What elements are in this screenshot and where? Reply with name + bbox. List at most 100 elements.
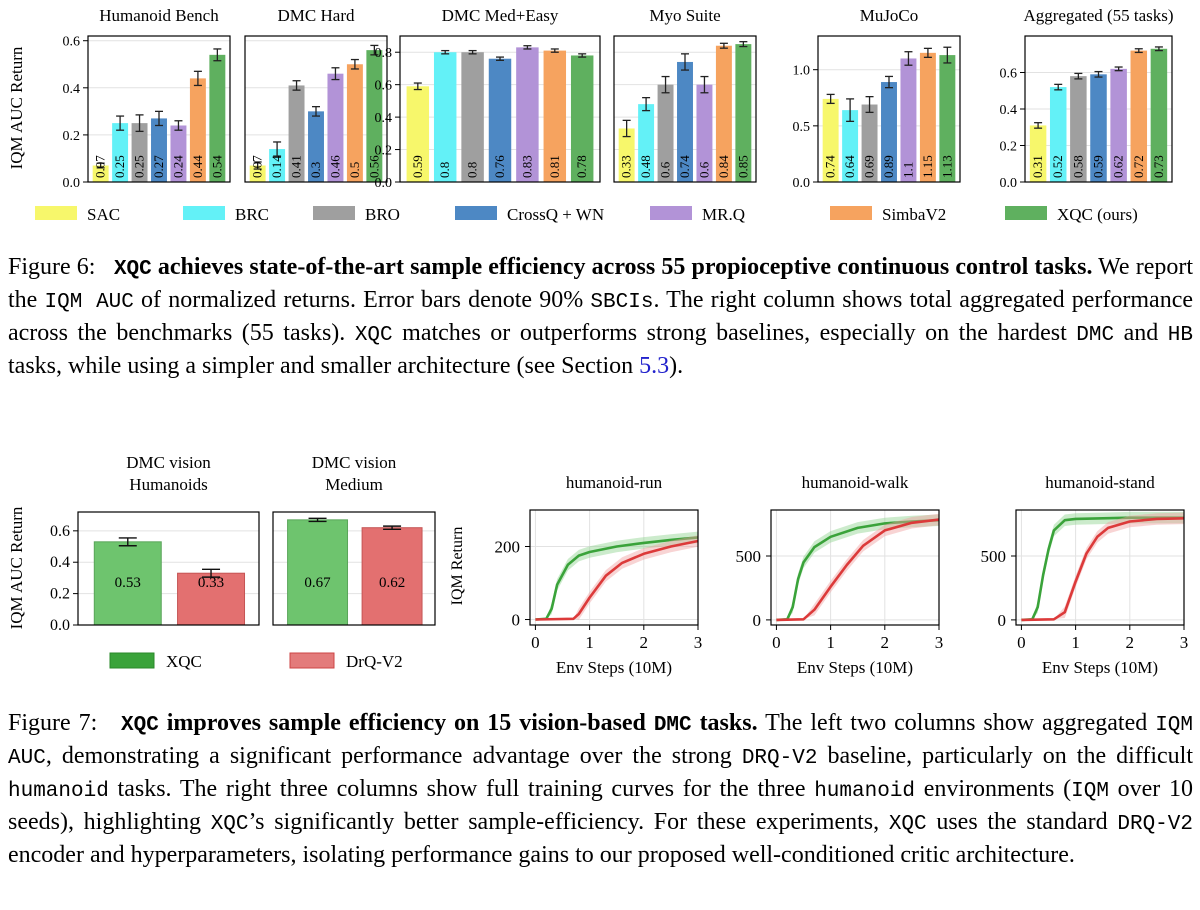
plot-frame [613,35,757,183]
legend-item-crossq-wn: CrossQ + WN [455,205,604,224]
legend-item-drq-v2: DrQ-V2 [289,652,403,671]
bar [1029,125,1047,182]
bar [346,64,363,182]
legend-swatch [35,206,77,220]
vision-bar-panel-2: DMC vision Medium 0.67 0.62 [272,453,436,626]
plot-frame [1024,35,1173,183]
bar [269,149,286,182]
section-link[interactable]: 5.3 [639,353,670,379]
panel-title: MuJoCo [860,6,919,25]
series-line-DrQ-V2 [776,518,940,622]
caption-text: We report the [8,254,1194,313]
bar-value-label: 0.24 [170,155,185,178]
legend-swatch [455,206,497,220]
y-tick-label: 0.4 [63,82,81,97]
bar-value-label: 0.33 [619,155,634,178]
bar [900,58,917,182]
bar [919,52,936,182]
legend-label: BRC [235,205,269,224]
bar-value-label: 0.5 [347,162,362,178]
x-tick-label: 2 [1126,633,1135,652]
caption-text: environments ( [915,776,1072,802]
series-band-DrQ-V2 [776,513,939,620]
curve-panel-humanoid-walk: humanoid-walk 0 500 0 1 2 3 Env Steps (10M) [736,473,944,677]
caption-text: tasks, while using a simpler and smaller… [8,353,640,379]
caption-text: The left two columns show aggregated [757,710,1156,736]
bar [822,98,839,182]
bar-value-label: 0.53 [115,575,141,591]
legend-swatch [650,206,692,220]
bar-value-label: 0.74 [823,155,838,178]
bar-panel-5: MuJoCo 0.0 0.5 1.0 0.74 0.64 0.69 0.89 1.1 1.15 1.… [793,6,961,191]
y-tick-label: 0.0 [63,176,81,191]
bar-panel-2: DMC Hard 0.07 0.14 0.41 0.3 0.46 0.5 0.56 [244,6,388,183]
bar-value-label: 0.81 [547,155,562,178]
y-tick-label: 0 [753,611,762,630]
bar-panel-6: Aggregated (55 tasks) 0.0 0.2 0.4 0.6 0.31 0.5… [1000,6,1174,191]
caption-text: baseline, particularly on the difficult [817,743,1194,769]
y-tick-label: 1.0 [793,64,811,79]
y-tick-label: 500 [736,547,762,566]
y-tick-label: 0.4 [50,554,70,571]
x-tick-label: 2 [881,633,890,652]
bar-panel-1: Humanoid Bench 0.0 0.2 0.4 0.6 0.07 0.25 0.25 0.… [63,6,231,191]
bar [488,58,512,182]
caption-text: . The right column shows total aggregate… [8,287,1194,346]
bar [881,82,897,182]
y-tick-label: 0.4 [375,111,393,126]
series-line-XQC [1021,516,1184,622]
bar [735,44,752,182]
plot-frame [1015,509,1185,626]
x-tick-label: 0 [1017,633,1026,652]
bar-value-label: 0.6 [658,161,673,178]
panel-title: DMC Med+Easy [442,6,559,25]
caption-text: tasks. The right three columns show full… [108,776,815,802]
bar-value-label: 0.07 [250,155,265,178]
caption-mono: SBCIs [590,291,654,314]
series-line-DrQ-V2 [535,539,699,621]
bar-value-label: 0.8 [437,162,452,178]
y-tick-label: 0.0 [50,617,70,634]
bar-value-label: 0.44 [190,155,205,178]
x-axis-label: Env Steps (10M) [797,658,913,677]
caption-mono: DMC [1076,324,1115,347]
bar-value-label: 0.25 [132,155,147,178]
bar-value-label: 0.67 [304,575,331,591]
x-tick-label: 1 [1071,633,1080,652]
panel-title: Humanoid Bench [99,6,219,25]
bar [308,111,324,182]
caption-text: ’s significantly better sample-efficienc… [248,809,889,835]
bar-value-label: 0.73 [1151,155,1166,178]
bar [131,123,148,182]
y-tick-label: 0.4 [1000,103,1018,118]
caption-mono: IQM [1071,780,1109,803]
bar [92,165,109,182]
x-tick-label: 0 [531,633,540,652]
bar-value-label: 0.74 [677,155,692,178]
caption-mono: HB [1167,324,1193,347]
bar-value-label: 0.6 [696,161,711,178]
y-tick-label: 0.0 [793,176,811,191]
panel-title: Myo Suite [649,6,720,25]
curve-y-axis-label: IQM Return [449,527,466,606]
y-tick-label: 0.6 [375,79,393,94]
legend-label: DrQ-V2 [346,652,403,671]
figure-6-caption: Figure 6: XQC achieves state-of-the-art … [8,252,1193,382]
caption-bold-mono: DMC [653,714,692,737]
y-tick-label: 0.2 [63,129,81,144]
bar-value-label: 0.69 [862,155,877,178]
caption-bold: tasks. [691,710,758,736]
y-tick-label: 0.2 [1000,140,1018,155]
bar [361,527,423,626]
bar-value-label: 0.89 [881,155,896,178]
bar-value-label: 0.33 [198,575,224,591]
fig6-caption-xqc: XQC [113,258,152,281]
bar [715,45,732,182]
legend-item-mr-q: MR.Q [650,205,745,224]
panel-title: humanoid-walk [802,473,909,492]
y-tick-label: 0.2 [50,586,70,603]
x-tick-label: 1 [826,633,835,652]
bar-value-label: 0.85 [735,155,750,178]
bar [638,104,655,182]
bar-value-label: 0.07 [93,155,108,178]
